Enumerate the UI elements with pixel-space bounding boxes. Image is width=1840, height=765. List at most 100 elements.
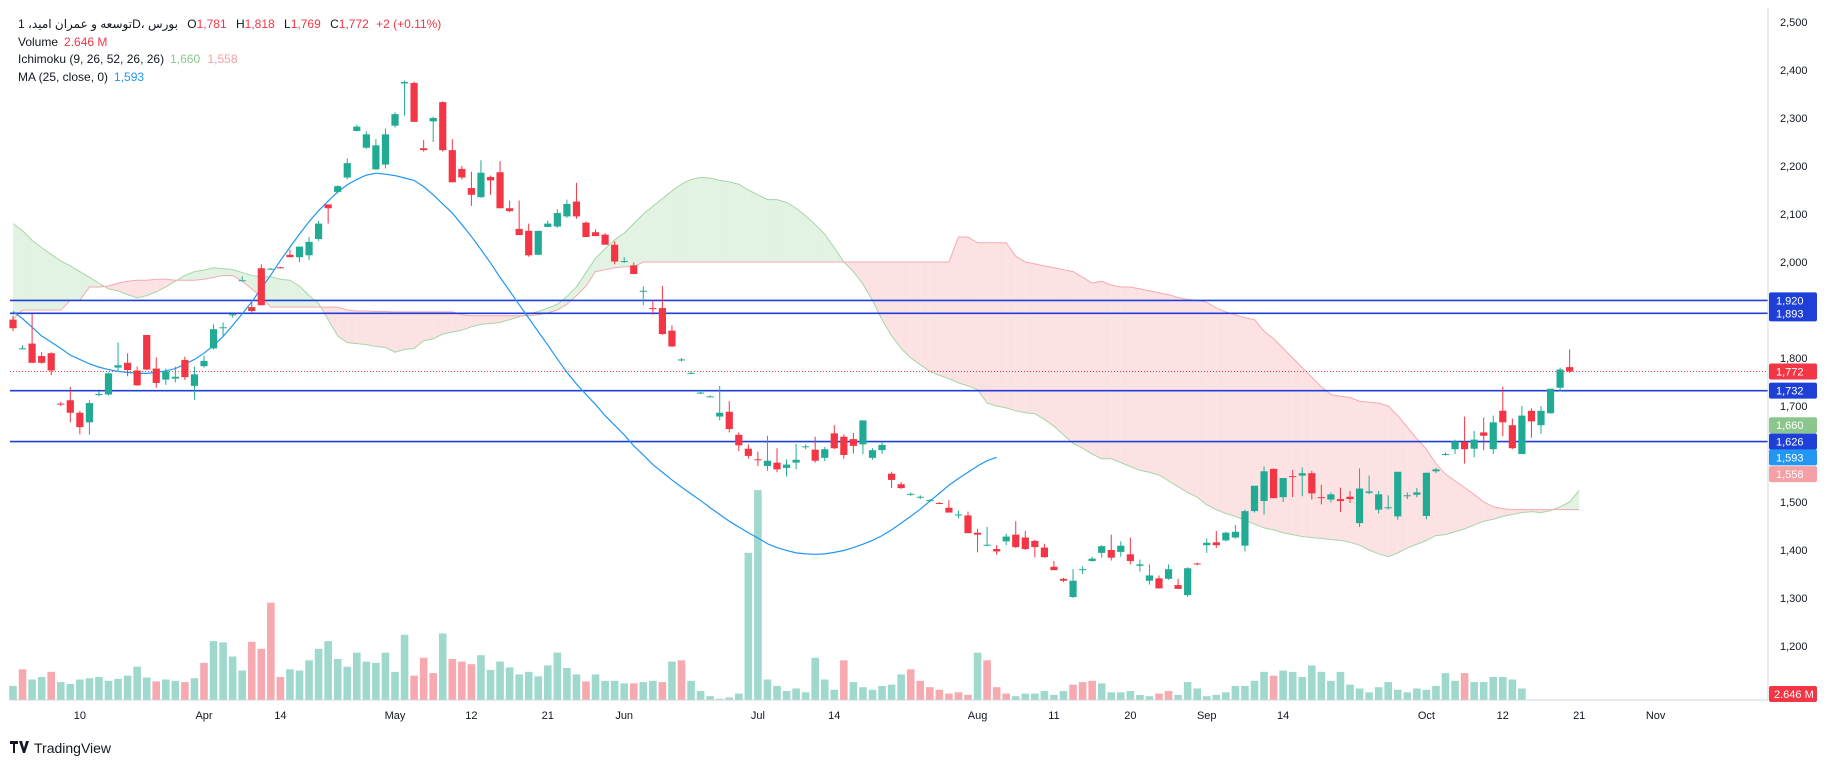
- ma-line: [12, 172, 997, 555]
- x-tick-label: Sep: [1197, 710, 1217, 722]
- volume-bar: [524, 671, 533, 700]
- cloud-segment: [280, 279, 290, 308]
- cloud-segment: [1302, 367, 1312, 538]
- candle-body: [716, 412, 724, 417]
- volume-bar: [1298, 676, 1307, 700]
- candle-body: [506, 208, 514, 212]
- candle-body: [448, 150, 456, 183]
- candle-body: [95, 394, 103, 395]
- volume-bar: [1403, 692, 1412, 700]
- candle-body: [66, 400, 74, 413]
- volume-bar: [754, 490, 762, 700]
- candle-body: [697, 392, 705, 394]
- candle-body: [248, 307, 256, 311]
- price-badge-label: 1,772: [1776, 366, 1804, 378]
- candle-body: [954, 514, 963, 516]
- volume-bar: [1145, 696, 1154, 700]
- price-badge-label: 1,732: [1776, 386, 1804, 398]
- cloud-segment: [1006, 242, 1016, 411]
- candle-body: [1489, 422, 1497, 450]
- candle-body: [85, 403, 93, 423]
- legend-volume[interactable]: Volume 2.646 M: [18, 34, 441, 52]
- volume-bar: [1174, 694, 1182, 700]
- cloud-segment: [1445, 474, 1456, 535]
- candle-body: [1260, 471, 1268, 502]
- volume-bar: [238, 670, 246, 700]
- cloud-segment: [939, 262, 949, 379]
- candle-body: [725, 411, 733, 430]
- price-badge-label: 1,626: [1776, 437, 1804, 449]
- candle-body: [362, 134, 370, 148]
- candle-body: [1184, 568, 1192, 596]
- volume-bar: [744, 552, 753, 700]
- legend-ichimoku[interactable]: Ichimoku (9, 26, 52, 26, 26) 1,660 1,558: [18, 51, 441, 69]
- volume-bar: [1164, 691, 1173, 700]
- cloud-segment: [433, 311, 443, 339]
- volume-bar: [438, 633, 447, 700]
- cloud-segment: [824, 234, 835, 262]
- y-tick-label: 2,200: [1780, 161, 1808, 173]
- volume-bar: [47, 671, 55, 700]
- volume-bar: [1518, 688, 1526, 700]
- candle-body: [964, 515, 972, 534]
- cloud-segment: [184, 271, 195, 281]
- volume-bar: [1470, 682, 1478, 700]
- volume-bar: [391, 671, 399, 700]
- cloud-segment: [1034, 263, 1045, 420]
- y-tick-label: 2,400: [1780, 65, 1808, 77]
- volume-bar: [620, 683, 628, 700]
- volume-bar: [1499, 676, 1507, 700]
- x-tick-label: 11: [1048, 710, 1059, 722]
- legend-ohlc: توسعه و عمران امید، 1D، بورس O1,781 H1,8…: [18, 16, 441, 34]
- cloud-segment: [1244, 317, 1255, 525]
- cloud-segment: [805, 215, 816, 262]
- volume-bar: [228, 656, 237, 700]
- volume-bar: [305, 660, 313, 700]
- candle-body: [238, 280, 246, 282]
- volume-bar: [763, 679, 772, 700]
- cloud-segment: [461, 314, 472, 331]
- price-badge-label: 1,893: [1776, 308, 1804, 320]
- candle-body: [515, 228, 523, 236]
- volume-bar: [563, 668, 571, 700]
- legend-symbol[interactable]: توسعه و عمران امید، 1D، بورس: [18, 17, 178, 31]
- volume-bar: [629, 683, 638, 700]
- volume-bar: [964, 694, 972, 700]
- candle-body: [878, 444, 886, 451]
- volume-bar: [954, 692, 963, 700]
- volume-bar: [276, 676, 285, 700]
- cloud-segment: [1378, 403, 1389, 557]
- cloud-segment: [13, 223, 23, 320]
- cloud-segment: [1206, 302, 1217, 510]
- price-badge-label: 1,660: [1776, 420, 1804, 432]
- y-tick-label: 1,400: [1780, 545, 1808, 557]
- candle-body: [171, 376, 179, 379]
- volume-bar: [171, 680, 180, 700]
- cloud-segment: [270, 276, 281, 308]
- x-tick-label: Nov: [1646, 710, 1666, 722]
- cloud-segment: [729, 181, 739, 262]
- cloud-segment: [1092, 281, 1102, 459]
- volume-bar: [715, 698, 724, 700]
- volume-bar: [1393, 689, 1402, 700]
- legend-ma[interactable]: MA (25, close, 0) 1,593: [18, 69, 441, 87]
- volume-bar: [152, 681, 161, 700]
- tradingview-brand[interactable]: TradingView: [10, 740, 111, 756]
- cloud-segment: [414, 311, 424, 349]
- volume-bar: [1107, 692, 1116, 700]
- candle-body: [840, 436, 848, 455]
- volume-bar: [792, 688, 800, 700]
- volume-bar: [267, 602, 275, 700]
- cloud-segment: [595, 248, 606, 272]
- legend-ichimoku-v2: 1,558: [207, 52, 238, 66]
- volume-bar: [1269, 675, 1278, 700]
- volume-bar: [381, 652, 390, 700]
- candle-body: [1413, 492, 1421, 495]
- cloud-segment: [1455, 480, 1465, 532]
- cloud-segment: [1359, 401, 1370, 550]
- cloud-segment: [490, 315, 501, 324]
- price-badge: [1769, 305, 1817, 322]
- volume-bar: [1069, 684, 1077, 700]
- volume-bar: [1451, 680, 1459, 700]
